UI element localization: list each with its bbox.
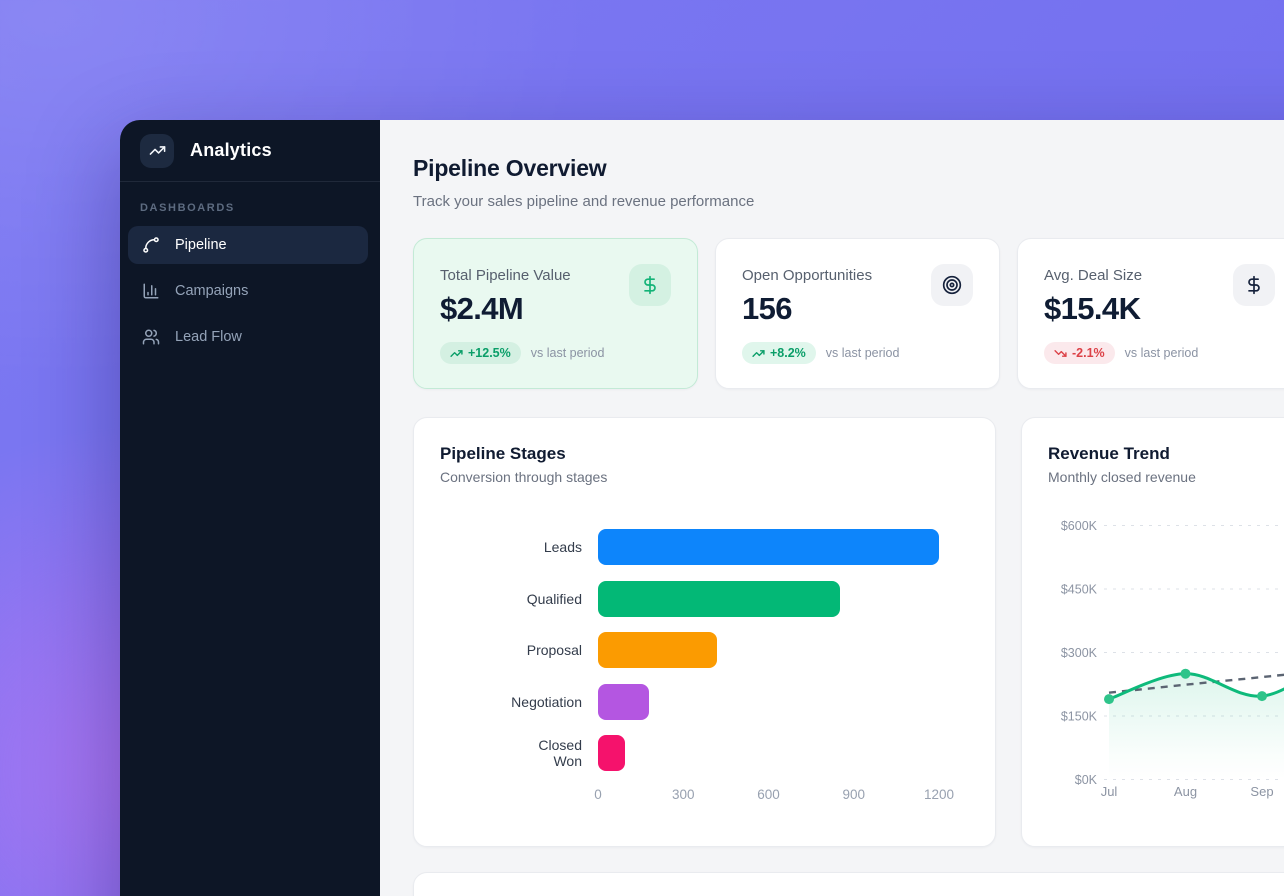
data-point-marker bbox=[1104, 694, 1114, 705]
kpi-card-total-pipeline-value: Total Pipeline Value $2.4M +12.5% vs last p… bbox=[413, 238, 698, 389]
funnel-row-leads: Leads bbox=[440, 529, 969, 565]
funnel-axis-tick: 0 bbox=[594, 786, 602, 802]
funnel-row-proposal: Proposal bbox=[440, 632, 969, 668]
x-axis-tick-label: Sep bbox=[1250, 784, 1273, 799]
page-subtitle: Track your sales pipeline and revenue pe… bbox=[413, 193, 755, 210]
kpi-delta-value: +12.5% bbox=[468, 346, 511, 360]
dollar-icon bbox=[1233, 264, 1275, 306]
revenue-line-chart: $600K$450K$300K$150K$0KJulAugSepOctNovDe… bbox=[1061, 519, 1284, 799]
kpi-label: Open Opportunities bbox=[742, 267, 873, 284]
main-content: Pipeline Overview Track your sales pipel… bbox=[380, 120, 1284, 896]
brand-row: Analytics bbox=[120, 120, 380, 182]
chart-subtitle: Monthly closed revenue bbox=[1048, 469, 1196, 485]
x-axis-tick-label: Jul bbox=[1101, 784, 1118, 799]
bottom-card bbox=[413, 872, 1284, 896]
trending-up-logo-icon bbox=[140, 133, 174, 168]
kpi-value: $15.4K bbox=[1044, 291, 1141, 326]
kpi-card-open-opportunities: Open Opportunities 156 +8.2% vs last period bbox=[715, 238, 1000, 389]
sidebar-item-pipeline[interactable]: Pipeline bbox=[128, 226, 368, 264]
kpi-delta-value: +8.2% bbox=[770, 346, 806, 360]
target-icon bbox=[931, 264, 973, 306]
sidebar: Analytics DASHBOARDS Pipeline Campaigns Le… bbox=[120, 120, 380, 896]
funnel-row-closed-won: Closed Won bbox=[440, 735, 969, 771]
funnel-category-label: Negotiation bbox=[511, 693, 582, 710]
trend-up-icon bbox=[450, 347, 463, 360]
brand-name: Analytics bbox=[190, 140, 272, 160]
kpi-card-avg-deal-size: Avg. Deal Size $15.4K -2.1% vs last period bbox=[1017, 238, 1284, 389]
y-axis-tick-label: $150K bbox=[1061, 710, 1098, 724]
funnel-row-qualified: Qualified bbox=[440, 580, 969, 617]
kpi-delta-value: -2.1% bbox=[1072, 346, 1105, 360]
charts-row: Pipeline Stages Conversion through stage… bbox=[413, 417, 1284, 847]
funnel-axis-tick: 300 bbox=[671, 786, 695, 802]
funnel-x-axis: 0 300 600 900 1200 bbox=[594, 786, 954, 807]
dollar-icon bbox=[629, 264, 671, 306]
sidebar-item-label: Lead Flow bbox=[175, 329, 242, 345]
chart-title: Pipeline Stages bbox=[440, 444, 566, 463]
funnel-bar bbox=[598, 683, 650, 720]
bar-chart-icon bbox=[142, 282, 160, 300]
sidebar-item-label: Pipeline bbox=[175, 237, 227, 253]
sidebar-nav: Pipeline Campaigns Lead Flow bbox=[120, 226, 380, 356]
funnel-category-label: Leads bbox=[543, 539, 582, 555]
y-axis-tick-label: $450K bbox=[1061, 583, 1098, 597]
kpi-compare-text: vs last period bbox=[530, 346, 605, 360]
trend-down-icon bbox=[1054, 347, 1067, 360]
funnel-category-label: Proposal bbox=[526, 642, 582, 658]
kpi-value: $2.4M bbox=[440, 291, 524, 326]
funnel-category-label: Closed Won bbox=[538, 737, 582, 769]
kpi-label: Avg. Deal Size bbox=[1044, 267, 1143, 284]
funnel-chart: Leads Qualified Proposal Negotiation Closed … bbox=[440, 529, 969, 771]
kpi-delta-badge: -2.1% bbox=[1044, 342, 1115, 364]
funnel-row-negotiation: Negotiation bbox=[440, 683, 969, 720]
page-title: Pipeline Overview bbox=[413, 155, 607, 181]
funnel-bar bbox=[598, 735, 625, 771]
funnel-bar bbox=[598, 580, 840, 617]
kpi-value: 156 bbox=[742, 291, 793, 326]
data-point-marker bbox=[1180, 668, 1191, 679]
kpi-delta-badge: +8.2% bbox=[742, 342, 816, 364]
funnel-bar bbox=[598, 632, 718, 668]
sidebar-item-lead-flow[interactable]: Lead Flow bbox=[128, 318, 368, 356]
sidebar-item-label: Campaigns bbox=[175, 283, 249, 299]
revenue-area bbox=[1109, 673, 1284, 780]
funnel-axis-tick: 1200 bbox=[923, 786, 955, 802]
kpi-grid: Total Pipeline Value $2.4M +12.5% vs last p… bbox=[413, 238, 1284, 389]
revenue-trend-card: Revenue Trend Monthly closed revenue $60… bbox=[1021, 417, 1284, 847]
spline-icon bbox=[142, 236, 160, 254]
trend-up-icon bbox=[752, 347, 765, 360]
y-axis-tick-label: $300K bbox=[1061, 646, 1098, 660]
chart-title: Revenue Trend bbox=[1048, 444, 1170, 463]
pipeline-stages-card: Pipeline Stages Conversion through stage… bbox=[413, 417, 996, 847]
kpi-label: Total Pipeline Value bbox=[440, 267, 571, 284]
y-axis-tick-label: $600K bbox=[1061, 519, 1098, 533]
data-point-marker bbox=[1257, 691, 1267, 702]
x-axis-tick-label: Aug bbox=[1174, 784, 1197, 799]
revenue-line bbox=[1107, 672, 1284, 701]
sidebar-section-label: DASHBOARDS bbox=[140, 202, 235, 214]
sidebar-item-campaigns[interactable]: Campaigns bbox=[128, 272, 368, 310]
users-icon bbox=[142, 328, 160, 346]
app-window: Analytics DASHBOARDS Pipeline Campaigns Le… bbox=[120, 120, 1284, 896]
funnel-category-label: Qualified bbox=[526, 590, 582, 607]
funnel-bar bbox=[598, 529, 939, 565]
chart-subtitle: Conversion through stages bbox=[440, 469, 608, 485]
kpi-delta-badge: +12.5% bbox=[440, 342, 521, 364]
funnel-axis-tick: 900 bbox=[842, 786, 866, 802]
y-axis-tick-label: $0K bbox=[1075, 773, 1098, 787]
kpi-compare-text: vs last period bbox=[1124, 346, 1199, 360]
kpi-compare-text: vs last period bbox=[825, 346, 900, 360]
funnel-axis-tick: 600 bbox=[757, 786, 780, 802]
